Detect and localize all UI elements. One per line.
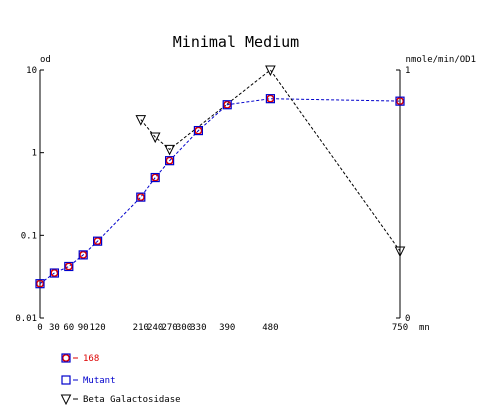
data-point-168 — [165, 156, 174, 165]
x-tick-label: 270 — [161, 323, 177, 333]
x-tick-label: 210 — [133, 323, 149, 333]
x-tick-label: 120 — [89, 323, 105, 333]
x-tick-label: 480 — [262, 323, 278, 333]
series-lines — [39, 69, 401, 285]
data-point-mutant — [49, 268, 60, 278]
x-tick-label: 30 — [49, 323, 60, 333]
x-tick-label: 240 — [147, 323, 163, 333]
series-line — [39, 98, 401, 285]
y-right-axis-label: nmole/min/OD1 — [406, 55, 476, 65]
x-tick-label: 300 — [176, 323, 192, 333]
data-point-168 — [395, 97, 405, 106]
data-point-168 — [266, 94, 275, 103]
series-line — [140, 69, 401, 252]
x-tick-label: 330 — [190, 323, 206, 333]
data-point-beta-galactosidase — [265, 65, 276, 77]
y-right-ticks: 01 — [396, 66, 410, 324]
x-tick-label: 60 — [63, 323, 74, 333]
legend-label: Beta Galactosidase — [83, 395, 181, 405]
data-point-168 — [79, 250, 88, 259]
data-point-beta-galactosidase — [164, 144, 175, 156]
y-left-tick-label: 0.1 — [21, 231, 37, 241]
y-right-tick-label: 0 — [405, 314, 410, 324]
data-point-168 — [194, 126, 203, 135]
data-point-168 — [64, 262, 73, 271]
legend-marker-168-frame — [61, 353, 71, 363]
data-point-beta-galactosidase — [394, 246, 406, 258]
data-point-168 — [93, 237, 102, 246]
chart-title: Minimal Medium — [173, 33, 299, 51]
series-markers — [35, 65, 406, 289]
data-point-168 — [151, 173, 160, 182]
data-point-mutant — [92, 236, 103, 246]
data-point-168 — [35, 279, 45, 288]
x-tick-label: 750 — [392, 323, 408, 333]
data-point-168 — [136, 193, 145, 202]
legend-marker-168 — [61, 353, 71, 363]
y-right-tick-label: 1 — [405, 66, 410, 76]
legend-marker-beta-galactosidase — [60, 394, 72, 405]
data-point-mutant — [265, 94, 275, 104]
y-left-tick-label: 10 — [26, 66, 37, 76]
data-point-mutant — [150, 172, 160, 183]
legend: 168 Mutant Beta Galactosidase — [60, 353, 181, 405]
data-point-168 — [50, 268, 59, 278]
y-left-ticks: 0.01 0.1 1 10 — [15, 66, 44, 324]
data-point-mutant — [136, 192, 146, 202]
data-point-mutant — [165, 156, 175, 166]
data-point-beta-galactosidase — [135, 115, 147, 126]
y-left-tick-label: 0.01 — [15, 314, 37, 324]
data-point-mutant — [395, 96, 405, 106]
legend-label: 168 — [83, 354, 99, 364]
data-point-beta-galactosidase — [149, 132, 161, 144]
data-point-mutant — [78, 250, 88, 260]
legend-marker-mutant — [61, 375, 71, 385]
data-point-mutant — [35, 279, 45, 289]
legend-label: Mutant — [83, 376, 116, 386]
data-point-168 — [223, 100, 232, 109]
y-left-tick-label: 1 — [32, 149, 37, 159]
x-tick-label: 390 — [219, 323, 235, 333]
x-tick-label: 90 — [78, 323, 89, 333]
y-left-axis-label: od — [40, 55, 51, 65]
x-tick-label: 0 — [37, 323, 42, 333]
data-point-mutant — [64, 261, 74, 272]
data-point-mutant — [222, 100, 232, 110]
x-axis-unit-label: mn — [419, 323, 430, 333]
data-point-mutant — [193, 125, 203, 136]
